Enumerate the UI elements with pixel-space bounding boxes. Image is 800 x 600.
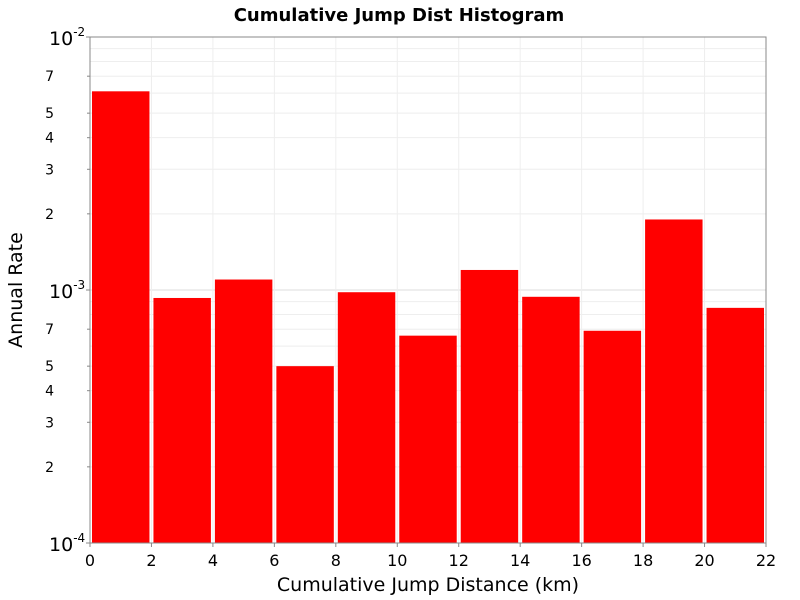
x-tick-label: 4 (208, 551, 218, 570)
x-tick-label: 22 (756, 551, 776, 570)
y-minor-tick-label: 2 (45, 207, 54, 223)
chart-title: Cumulative Jump Dist Histogram (234, 5, 565, 26)
histogram-bar (583, 330, 642, 543)
histogram-bar (214, 279, 273, 543)
y-minor-tick-label: 7 (45, 322, 54, 338)
x-tick-label: 6 (269, 551, 279, 570)
x-tick-label: 8 (331, 551, 341, 570)
histogram-bar (460, 269, 519, 543)
x-axis-label: Cumulative Jump Distance (km) (277, 574, 579, 596)
y-minor-tick-label: 3 (45, 415, 54, 431)
y-minor-tick-label: 3 (45, 162, 54, 178)
y-axis-label: Annual Rate (5, 232, 27, 348)
x-tick-label: 20 (694, 551, 714, 570)
histogram-bar (92, 91, 150, 543)
y-major-tick-label: 10-3 (49, 278, 85, 303)
histogram-bar (399, 335, 457, 543)
y-minor-tick-label: 4 (45, 131, 54, 147)
histogram-bar (522, 296, 580, 543)
y-minor-tick-label: 5 (45, 359, 54, 375)
x-tick-label: 10 (387, 551, 407, 570)
y-minor-tick-label: 7 (45, 69, 54, 85)
histogram-bar (153, 297, 211, 543)
y-minor-tick-label: 4 (45, 384, 54, 400)
x-tick-label: 2 (146, 551, 156, 570)
x-tick-label: 0 (85, 551, 95, 570)
x-tick-label: 12 (449, 551, 469, 570)
x-axis-ticks: 0 2 4 6 8 10 12 14 16 18 20 22 (85, 543, 776, 570)
y-major-tick-label: 10-2 (49, 25, 85, 50)
histogram-bar (276, 366, 334, 543)
x-tick-label: 18 (633, 551, 653, 570)
y-major-tick-label: 10-4 (49, 531, 85, 556)
histogram-bar (337, 292, 396, 543)
x-tick-label: 14 (510, 551, 530, 570)
y-minor-tick-label: 5 (45, 106, 54, 122)
y-minor-tick-label: 2 (45, 460, 54, 476)
x-tick-label: 16 (571, 551, 591, 570)
y-axis-ticks: 10-4 10-3 10-2 2 3 4 5 7 2 3 4 5 7 (45, 25, 90, 556)
histogram-bar (706, 307, 764, 543)
histogram-bar (645, 219, 703, 543)
bars (92, 91, 764, 543)
